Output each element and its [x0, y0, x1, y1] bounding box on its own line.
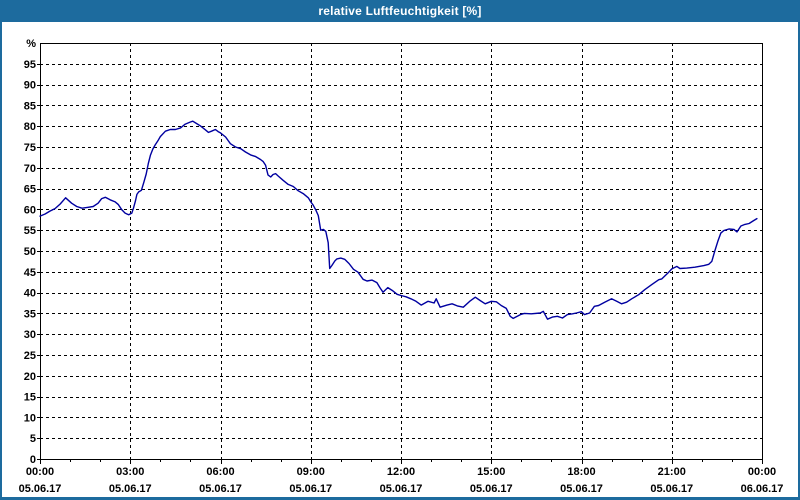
- y-tick-label: 70: [24, 163, 36, 175]
- x-tick-time-label: 00:00: [748, 466, 776, 478]
- x-tick-date-label: 05.06.17: [650, 483, 693, 495]
- y-tick-label: 30: [24, 329, 36, 341]
- y-tick-label: 5: [30, 433, 36, 445]
- window-title-bar: relative Luftfeuchtigkeit [%]: [0, 0, 800, 22]
- x-tick-date-label: 05.06.17: [380, 483, 423, 495]
- y-tick-label: 55: [24, 225, 36, 237]
- x-tick-time-label: 21:00: [658, 466, 686, 478]
- y-axis-unit-label: %: [26, 38, 36, 50]
- x-tick-date-label: 05.06.17: [199, 483, 242, 495]
- y-tick-label: 20: [24, 371, 36, 383]
- x-tick-date-label: 05.06.17: [289, 483, 332, 495]
- window-border-bottom: [0, 497, 800, 500]
- window-title: relative Luftfeuchtigkeit [%]: [318, 4, 482, 18]
- y-tick-label: 35: [24, 308, 36, 320]
- x-tick-time-label: 03:00: [116, 466, 144, 478]
- y-tick-label: 45: [24, 267, 36, 279]
- x-tick-time-label: 12:00: [387, 466, 415, 478]
- humidity-line-chart: 0 5 10 15 20 25 30 35 40 45 50 55 60 65 70 75 80 85 90 95% 0…: [19, 38, 784, 495]
- y-tick-label: 40: [24, 288, 36, 300]
- x-tick-date-label: 05.06.17: [470, 483, 513, 495]
- y-tick-label: 0: [30, 454, 36, 466]
- y-tick-label: 25: [24, 350, 36, 362]
- x-tick-time-label: 00:00: [26, 466, 54, 478]
- plot-frame: [40, 43, 763, 460]
- x-tick-time-label: 18:00: [567, 466, 595, 478]
- window-border-right: [798, 22, 800, 500]
- humidity-line: [39, 120, 758, 320]
- x-tick-date-label: 05.06.17: [560, 483, 603, 495]
- x-tick-date-label: 05.06.17: [109, 483, 152, 495]
- x-tick-time-label: 15:00: [477, 466, 505, 478]
- y-tick-label: 10: [24, 412, 36, 424]
- y-tick-label: 80: [24, 121, 36, 133]
- x-tick-date-label: 06.06.17: [741, 483, 784, 495]
- y-tick-label: 85: [24, 100, 36, 112]
- x-tick-time-label: 06:00: [206, 466, 234, 478]
- y-tick-label: 65: [24, 184, 36, 196]
- y-tick-label: 50: [24, 246, 36, 258]
- chart-area: 0 5 10 15 20 25 30 35 40 45 50 55 60 65 70 75 80 85 90 95% 0…: [0, 22, 800, 500]
- x-tick-date-label: 05.06.17: [19, 483, 62, 495]
- y-tick-label: 95: [24, 59, 36, 71]
- y-tick-label: 60: [24, 204, 36, 216]
- window-border-left: [0, 22, 2, 500]
- y-tick-label: 90: [24, 80, 36, 92]
- x-tick-time-label: 09:00: [297, 466, 325, 478]
- y-tick-label: 75: [24, 142, 36, 154]
- y-tick-label: 15: [24, 392, 36, 404]
